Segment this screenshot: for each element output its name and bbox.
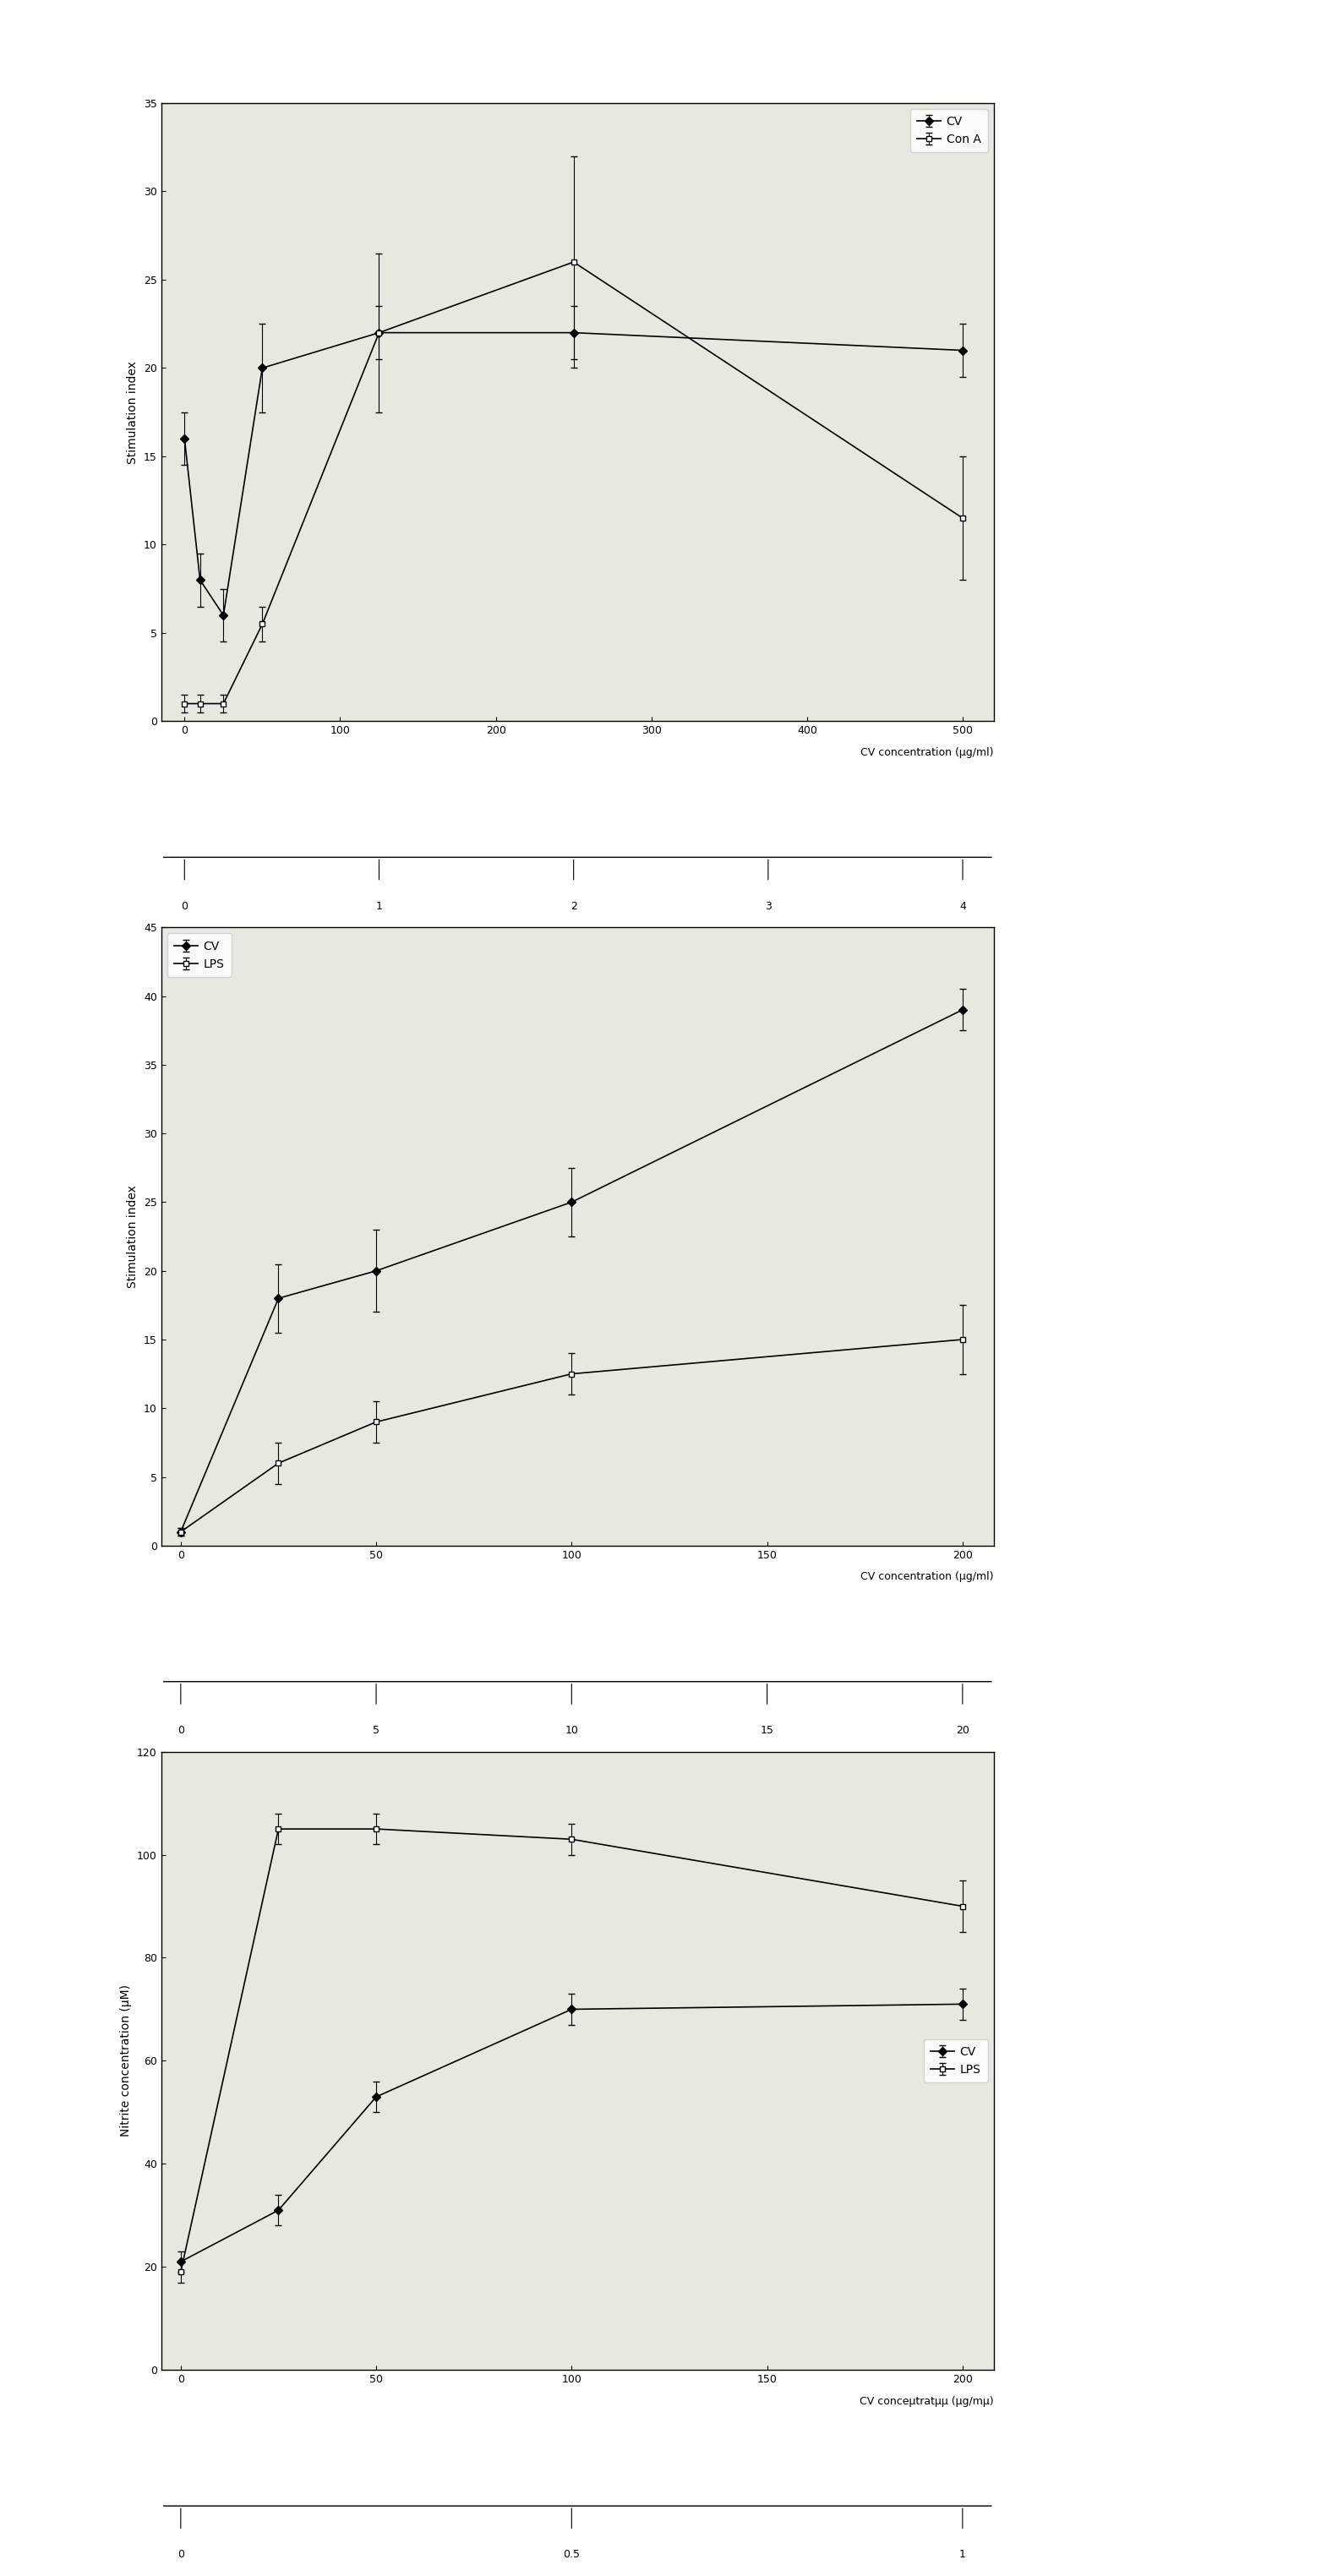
Text: 1: 1 (376, 902, 383, 912)
Text: 3: 3 (764, 902, 771, 912)
Text: 4: 4 (959, 902, 966, 912)
Y-axis label: Nitrite concentration (µM): Nitrite concentration (µM) (121, 1984, 132, 2138)
Text: Con A concentration (µg/ml): Con A concentration (µg/ml) (845, 956, 994, 966)
Text: FIG. 3: FIG. 3 (556, 1030, 599, 1046)
Text: 0.5: 0.5 (563, 2550, 580, 2561)
Text: CV conceµtratµµ (µg/mµ): CV conceµtratµµ (µg/mµ) (860, 2396, 994, 2406)
Text: 10: 10 (565, 1726, 579, 1736)
Text: 2: 2 (571, 902, 577, 912)
Text: CV concentration (µg/ml): CV concentration (µg/ml) (861, 1571, 994, 1582)
Text: 0: 0 (177, 1726, 184, 1736)
Legend: CV, LPS: CV, LPS (167, 933, 231, 976)
Text: 0: 0 (177, 2550, 184, 2561)
Text: CV concentration (µg/ml): CV concentration (µg/ml) (861, 747, 994, 757)
Y-axis label: Stimulation index: Stimulation index (128, 361, 138, 464)
Text: LPS concentration (µg/ml): LPS concentration (µg/ml) (857, 1780, 994, 1790)
Text: 20: 20 (956, 1726, 970, 1736)
Text: 15: 15 (760, 1726, 774, 1736)
Text: FIG. 4: FIG. 4 (556, 1855, 599, 1870)
Text: 1: 1 (959, 2550, 966, 2561)
Legend: CV, LPS: CV, LPS (924, 2040, 988, 2081)
Y-axis label: Stimulation index: Stimulation index (128, 1185, 138, 1288)
Text: 5: 5 (373, 1726, 380, 1736)
Text: 0: 0 (181, 902, 188, 912)
Legend: CV, Con A: CV, Con A (911, 108, 988, 152)
